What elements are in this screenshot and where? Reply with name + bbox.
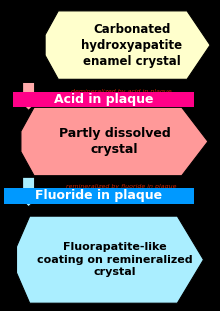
Polygon shape — [14, 177, 43, 207]
Polygon shape — [14, 82, 43, 110]
Text: Fluorapatite-like
coating on remineralized
crystal: Fluorapatite-like coating on remineraliz… — [37, 242, 192, 277]
FancyBboxPatch shape — [13, 92, 194, 107]
Text: Acid in plaque: Acid in plaque — [54, 93, 153, 106]
Polygon shape — [45, 11, 210, 79]
Text: Carbonated
hydroxyapatite
enamel crystal: Carbonated hydroxyapatite enamel crystal — [81, 23, 183, 67]
FancyBboxPatch shape — [4, 188, 194, 204]
Text: Fluoride in plaque: Fluoride in plaque — [35, 189, 163, 202]
Text: remineralized by fluoride in plaque: remineralized by fluoride in plaque — [66, 184, 176, 189]
Text: Partly dissolved
crystal: Partly dissolved crystal — [59, 127, 170, 156]
Polygon shape — [16, 216, 204, 303]
Text: demineralized by acid in plaque: demineralized by acid in plaque — [71, 89, 171, 94]
Polygon shape — [21, 107, 208, 176]
